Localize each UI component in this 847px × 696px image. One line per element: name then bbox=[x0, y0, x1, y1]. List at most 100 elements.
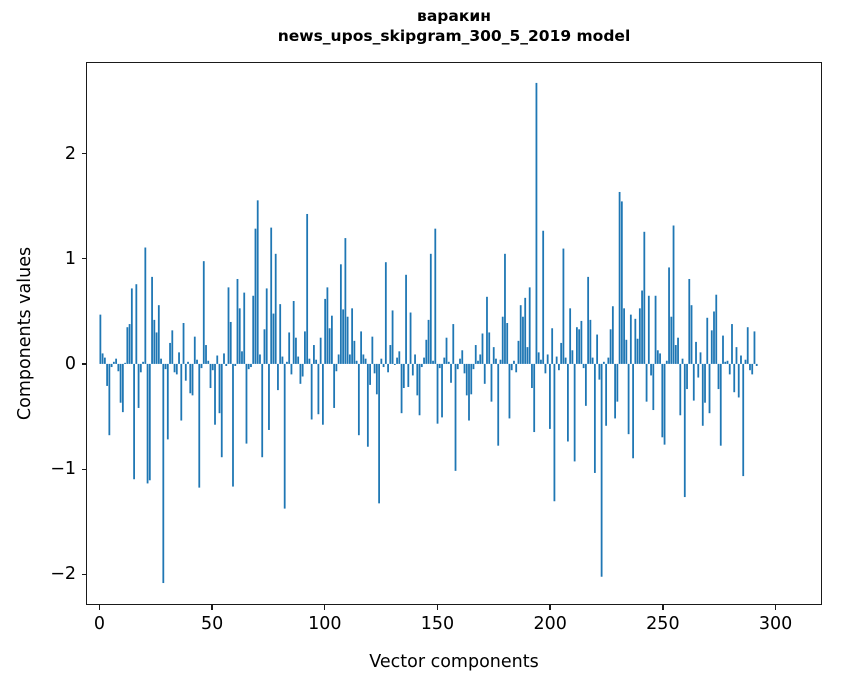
bar bbox=[288, 332, 291, 364]
bar bbox=[652, 363, 655, 411]
bar bbox=[690, 305, 693, 364]
bar bbox=[218, 363, 221, 414]
bar bbox=[313, 345, 315, 364]
bar bbox=[726, 360, 729, 364]
bar bbox=[636, 338, 639, 364]
x-tick-mark bbox=[324, 605, 326, 610]
bar bbox=[144, 247, 147, 364]
bar bbox=[582, 363, 585, 369]
bar bbox=[178, 352, 180, 364]
bar bbox=[560, 342, 563, 364]
bar bbox=[256, 200, 259, 364]
bar bbox=[200, 363, 203, 369]
bar bbox=[722, 335, 724, 364]
bar bbox=[499, 359, 502, 364]
bar bbox=[310, 363, 313, 420]
bar bbox=[335, 363, 338, 372]
bar bbox=[382, 363, 385, 368]
bar bbox=[441, 363, 443, 418]
bar bbox=[674, 345, 677, 364]
bar bbox=[99, 314, 102, 364]
y-axis-label: Components values bbox=[15, 246, 35, 421]
bar bbox=[295, 337, 297, 364]
bar bbox=[697, 363, 700, 378]
bar bbox=[407, 363, 410, 387]
bar bbox=[319, 337, 322, 364]
bar bbox=[679, 363, 682, 416]
bar bbox=[483, 363, 486, 384]
bar bbox=[551, 328, 554, 364]
y-tick-label: 2 bbox=[64, 143, 76, 164]
y-tick-mark bbox=[81, 258, 86, 260]
bar bbox=[133, 363, 135, 480]
bar bbox=[420, 363, 423, 368]
bar bbox=[362, 354, 365, 364]
bar bbox=[445, 337, 448, 364]
bar bbox=[573, 363, 576, 462]
bar bbox=[593, 363, 596, 473]
bar bbox=[429, 253, 432, 364]
bar bbox=[308, 358, 311, 364]
bar bbox=[409, 312, 412, 364]
bar bbox=[317, 363, 320, 415]
bar bbox=[387, 363, 389, 373]
bar bbox=[375, 363, 378, 395]
bar bbox=[486, 296, 488, 364]
bar bbox=[315, 359, 318, 364]
bar bbox=[659, 353, 661, 364]
bar bbox=[297, 356, 300, 364]
bar bbox=[717, 363, 720, 390]
bar bbox=[229, 321, 232, 364]
bar bbox=[128, 324, 131, 364]
bar bbox=[508, 363, 511, 419]
bar bbox=[708, 363, 711, 414]
bar bbox=[479, 354, 482, 364]
bar bbox=[465, 363, 468, 396]
bar bbox=[742, 363, 745, 477]
y-tick-label: −1 bbox=[50, 459, 76, 480]
bar bbox=[137, 363, 140, 408]
bar bbox=[522, 316, 524, 364]
bar bbox=[366, 363, 369, 447]
bar bbox=[270, 227, 273, 364]
x-tick-label: 200 bbox=[533, 614, 567, 634]
bar bbox=[348, 354, 351, 364]
bar bbox=[355, 360, 358, 364]
bar bbox=[735, 347, 738, 364]
bar bbox=[746, 327, 749, 364]
bar bbox=[344, 238, 347, 364]
x-tick-label: 150 bbox=[420, 614, 455, 634]
bar bbox=[663, 363, 666, 445]
bar bbox=[232, 363, 234, 487]
bar bbox=[227, 287, 230, 364]
bar bbox=[638, 308, 641, 364]
bar bbox=[108, 363, 111, 436]
bar bbox=[423, 357, 425, 364]
bar bbox=[357, 363, 360, 436]
bar bbox=[596, 334, 599, 364]
bar bbox=[169, 342, 171, 364]
bar bbox=[506, 323, 509, 364]
bar bbox=[454, 363, 457, 471]
bar bbox=[501, 316, 504, 364]
bar bbox=[389, 345, 392, 364]
bar bbox=[220, 363, 223, 458]
bar bbox=[434, 228, 437, 364]
bar bbox=[371, 336, 374, 364]
bar bbox=[643, 231, 646, 364]
bar bbox=[692, 363, 695, 401]
bar bbox=[578, 329, 581, 364]
bar bbox=[353, 340, 356, 364]
bar bbox=[281, 356, 284, 364]
bar bbox=[351, 308, 354, 364]
bar bbox=[540, 359, 542, 364]
y-tick-mark bbox=[81, 363, 86, 365]
bar bbox=[438, 363, 441, 369]
bar bbox=[733, 363, 736, 393]
bar bbox=[151, 276, 153, 364]
chart-title-line-1: варакин bbox=[417, 7, 491, 25]
x-tick-mark bbox=[98, 605, 101, 610]
x-tick-mark bbox=[436, 605, 439, 610]
bar bbox=[492, 347, 495, 364]
bar bbox=[157, 305, 160, 364]
